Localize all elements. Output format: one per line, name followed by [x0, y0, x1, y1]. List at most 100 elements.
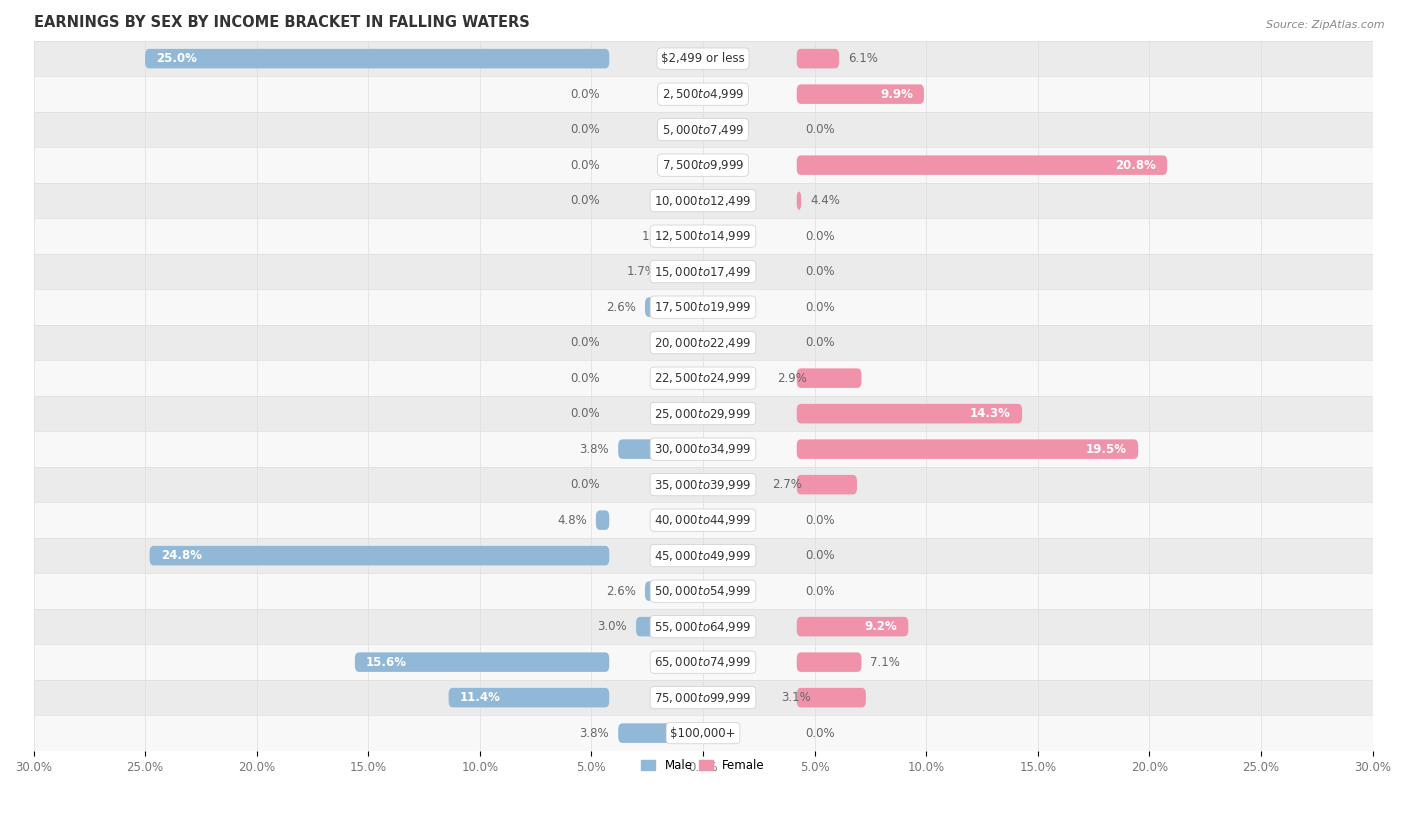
Text: 0.0%: 0.0% — [806, 549, 835, 562]
FancyBboxPatch shape — [596, 511, 609, 530]
Bar — [34, 467, 1372, 502]
Text: Source: ZipAtlas.com: Source: ZipAtlas.com — [1267, 20, 1385, 30]
Text: 4.4%: 4.4% — [810, 194, 839, 207]
Text: 24.8%: 24.8% — [160, 549, 201, 562]
Text: $75,000 to $99,999: $75,000 to $99,999 — [654, 690, 752, 705]
Text: $17,500 to $19,999: $17,500 to $19,999 — [654, 300, 752, 314]
Bar — [34, 289, 1372, 325]
Text: 3.8%: 3.8% — [579, 727, 609, 740]
Text: $65,000 to $74,999: $65,000 to $74,999 — [654, 655, 752, 669]
Bar — [34, 147, 1372, 183]
Bar — [34, 41, 1372, 76]
Text: $7,500 to $9,999: $7,500 to $9,999 — [662, 159, 744, 172]
FancyBboxPatch shape — [797, 155, 1167, 175]
Bar — [34, 112, 1372, 147]
Bar — [34, 645, 1372, 680]
FancyBboxPatch shape — [797, 439, 1139, 459]
Text: 1.7%: 1.7% — [626, 265, 657, 278]
Text: 0.0%: 0.0% — [571, 336, 600, 349]
Text: 2.6%: 2.6% — [606, 585, 636, 598]
Text: EARNINGS BY SEX BY INCOME BRACKET IN FALLING WATERS: EARNINGS BY SEX BY INCOME BRACKET IN FAL… — [34, 15, 529, 30]
Bar — [34, 680, 1372, 715]
Text: $20,000 to $22,499: $20,000 to $22,499 — [654, 336, 752, 350]
FancyBboxPatch shape — [797, 85, 924, 104]
FancyBboxPatch shape — [149, 546, 609, 565]
FancyBboxPatch shape — [449, 688, 609, 707]
Text: 0.0%: 0.0% — [806, 727, 835, 740]
Text: 0.0%: 0.0% — [571, 372, 600, 385]
Text: 25.0%: 25.0% — [156, 52, 197, 65]
Text: $30,000 to $34,999: $30,000 to $34,999 — [654, 442, 752, 456]
Text: 6.1%: 6.1% — [848, 52, 877, 65]
Text: 0.0%: 0.0% — [571, 407, 600, 420]
Text: 2.6%: 2.6% — [606, 301, 636, 314]
Text: 7.1%: 7.1% — [870, 655, 900, 668]
Text: $100,000+: $100,000+ — [671, 727, 735, 740]
Text: $15,000 to $17,499: $15,000 to $17,499 — [654, 265, 752, 279]
FancyBboxPatch shape — [645, 581, 703, 601]
FancyBboxPatch shape — [665, 262, 703, 281]
Text: 0.0%: 0.0% — [571, 88, 600, 101]
Text: 11.4%: 11.4% — [460, 691, 501, 704]
FancyBboxPatch shape — [145, 49, 609, 68]
Text: 14.3%: 14.3% — [970, 407, 1011, 420]
Text: 15.6%: 15.6% — [366, 655, 406, 668]
Legend: Male, Female: Male, Female — [637, 754, 769, 777]
FancyBboxPatch shape — [797, 475, 858, 494]
Bar — [34, 502, 1372, 538]
FancyBboxPatch shape — [636, 617, 703, 637]
Text: $55,000 to $64,999: $55,000 to $64,999 — [654, 620, 752, 633]
Bar — [34, 396, 1372, 432]
Text: 9.2%: 9.2% — [865, 620, 897, 633]
Text: 0.0%: 0.0% — [806, 336, 835, 349]
Bar — [34, 573, 1372, 609]
Bar — [34, 219, 1372, 254]
Text: 0.0%: 0.0% — [571, 159, 600, 172]
Text: $5,000 to $7,499: $5,000 to $7,499 — [662, 123, 744, 137]
Bar — [34, 715, 1372, 751]
Bar — [34, 538, 1372, 573]
FancyBboxPatch shape — [797, 49, 839, 68]
Text: 0.0%: 0.0% — [571, 123, 600, 136]
Bar — [34, 325, 1372, 360]
Bar — [34, 432, 1372, 467]
FancyBboxPatch shape — [797, 404, 1022, 424]
FancyBboxPatch shape — [619, 439, 703, 459]
FancyBboxPatch shape — [797, 652, 862, 672]
Bar — [34, 360, 1372, 396]
Text: $2,499 or less: $2,499 or less — [661, 52, 745, 65]
Text: 3.8%: 3.8% — [579, 442, 609, 455]
FancyBboxPatch shape — [645, 298, 703, 317]
FancyBboxPatch shape — [797, 688, 866, 707]
Text: 0.0%: 0.0% — [806, 265, 835, 278]
Text: 0.0%: 0.0% — [806, 229, 835, 242]
Bar — [34, 183, 1372, 219]
Bar — [34, 76, 1372, 112]
FancyBboxPatch shape — [797, 617, 908, 637]
Text: 0.0%: 0.0% — [571, 194, 600, 207]
Text: 0.0%: 0.0% — [571, 478, 600, 491]
Text: $22,500 to $24,999: $22,500 to $24,999 — [654, 372, 752, 385]
FancyBboxPatch shape — [681, 226, 703, 246]
FancyBboxPatch shape — [797, 368, 862, 388]
Text: $25,000 to $29,999: $25,000 to $29,999 — [654, 406, 752, 420]
Text: $10,000 to $12,499: $10,000 to $12,499 — [654, 193, 752, 207]
Text: 0.0%: 0.0% — [806, 514, 835, 527]
Text: 0.0%: 0.0% — [806, 585, 835, 598]
Text: 4.8%: 4.8% — [557, 514, 586, 527]
Text: 20.8%: 20.8% — [1115, 159, 1156, 172]
Text: 2.9%: 2.9% — [776, 372, 807, 385]
Text: $35,000 to $39,999: $35,000 to $39,999 — [654, 478, 752, 492]
Text: $50,000 to $54,999: $50,000 to $54,999 — [654, 584, 752, 598]
Bar — [34, 254, 1372, 289]
Text: $40,000 to $44,999: $40,000 to $44,999 — [654, 513, 752, 527]
Text: 9.9%: 9.9% — [880, 88, 912, 101]
Text: 1.0%: 1.0% — [643, 229, 672, 242]
Text: $2,500 to $4,999: $2,500 to $4,999 — [662, 87, 744, 101]
Text: 3.0%: 3.0% — [598, 620, 627, 633]
Text: 3.1%: 3.1% — [782, 691, 811, 704]
Text: 0.0%: 0.0% — [806, 123, 835, 136]
Text: 2.7%: 2.7% — [772, 478, 801, 491]
Bar — [34, 609, 1372, 645]
FancyBboxPatch shape — [619, 724, 703, 743]
